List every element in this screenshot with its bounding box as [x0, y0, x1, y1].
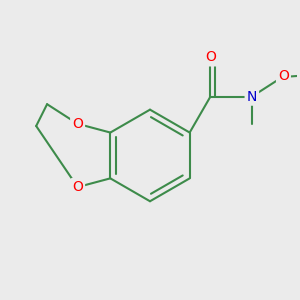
Text: O: O [72, 180, 83, 194]
Text: O: O [72, 117, 83, 131]
Text: N: N [247, 90, 257, 104]
Text: O: O [278, 69, 289, 83]
Text: O: O [205, 50, 216, 64]
